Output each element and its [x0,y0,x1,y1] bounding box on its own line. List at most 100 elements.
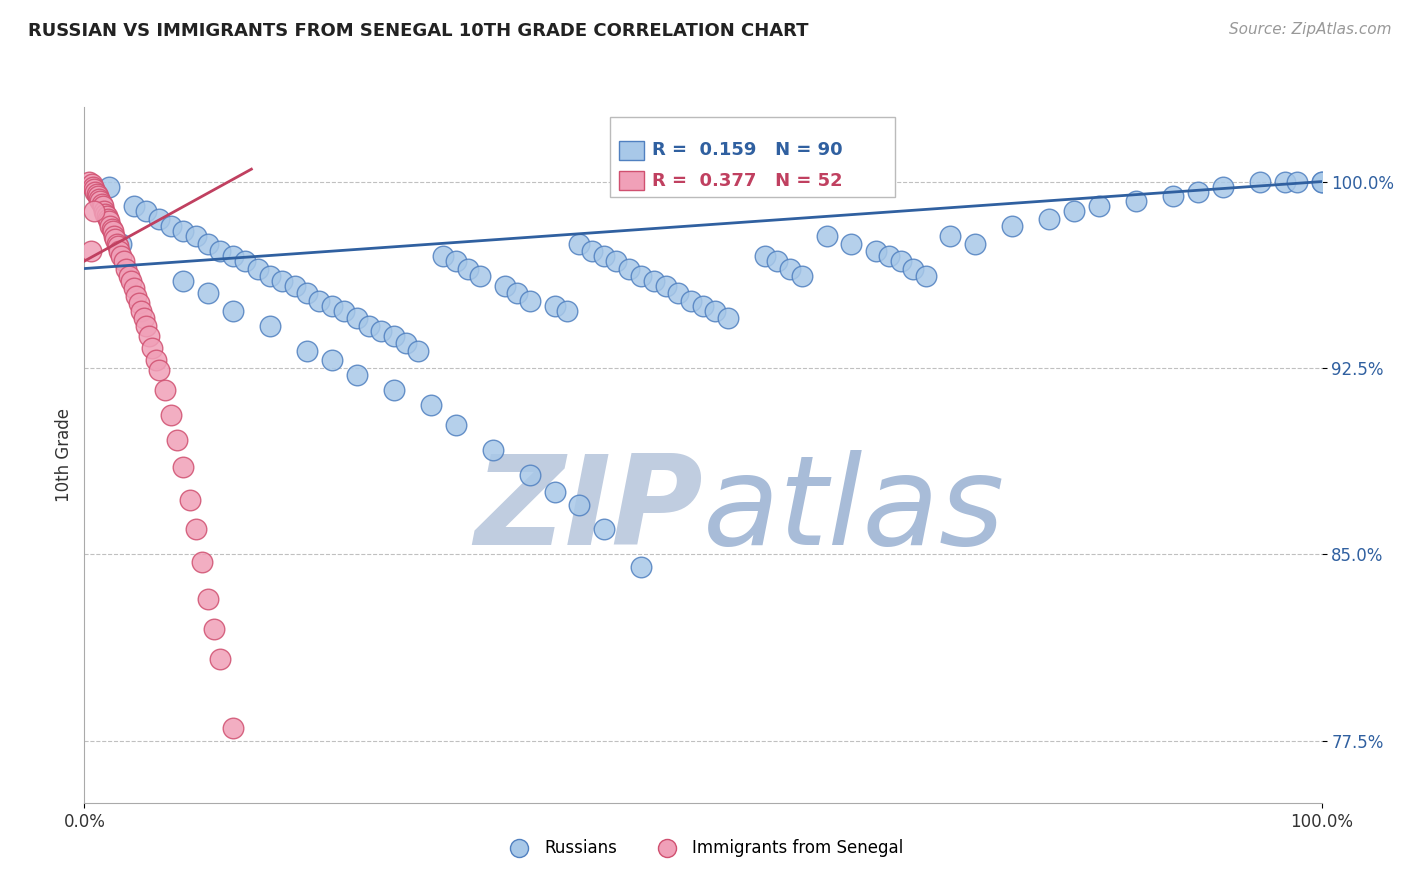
Point [432,249,454,263]
Point [115,261,138,276]
Point [555,303,578,318]
Point [382,384,405,398]
Point [519,293,541,308]
Point [145,353,167,368]
Point [105,236,128,251]
Point [790,268,813,283]
Point [1274,175,1296,189]
Point [184,523,207,537]
Point [160,408,183,422]
Point [135,204,157,219]
Point [568,236,591,251]
Point [259,268,281,283]
Point [96,210,118,224]
Point [90,197,112,211]
Point [82,179,104,194]
Point [209,244,232,259]
Point [79,175,101,189]
Point [233,254,256,268]
Point [408,343,430,358]
Point [815,229,838,244]
Point [692,299,714,313]
Point [346,368,368,383]
Point [295,343,318,358]
Point [284,279,307,293]
Point [1001,219,1024,234]
Text: ZIP: ZIP [474,450,703,571]
Point [197,236,219,251]
Point [419,398,441,412]
Point [160,219,183,234]
Point [132,311,155,326]
Point [679,293,702,308]
Point [153,384,176,398]
Point [98,214,121,228]
Point [1310,175,1333,189]
Point [543,485,565,500]
Point [754,249,776,263]
Point [1125,194,1147,209]
Text: R =  0.377   N = 52: R = 0.377 N = 52 [652,171,844,189]
Point [643,274,665,288]
Point [104,232,127,246]
Point [494,279,516,293]
Point [79,244,101,259]
Point [965,236,987,251]
Point [98,179,121,194]
Point [86,187,108,202]
Point [128,296,150,310]
Point [370,324,392,338]
Point [444,418,467,433]
Point [308,293,330,308]
Point [1088,199,1111,213]
Point [593,249,616,263]
Point [172,460,194,475]
Point [346,311,368,326]
Point [295,286,318,301]
Point [110,249,132,263]
Point [94,207,117,221]
Point [122,281,145,295]
Point [125,289,148,303]
Text: atlas: atlas [703,450,1005,571]
Point [457,261,479,276]
Point [148,211,170,226]
Point [84,185,107,199]
Point [877,249,900,263]
Point [101,224,124,238]
Point [717,311,740,326]
Point [222,249,245,263]
Point [1212,179,1234,194]
Point [191,555,214,569]
Point [1187,185,1209,199]
Point [666,286,689,301]
Point [246,261,269,276]
Text: RUSSIAN VS IMMIGRANTS FROM SENEGAL 10TH GRADE CORRELATION CHART: RUSSIAN VS IMMIGRANTS FROM SENEGAL 10TH … [28,22,808,40]
Point [841,236,863,251]
Point [166,433,188,447]
Point [222,303,245,318]
Text: Source: ZipAtlas.com: Source: ZipAtlas.com [1229,22,1392,37]
Point [97,211,120,226]
Point [470,268,492,283]
Point [107,239,129,253]
Point [1249,175,1271,189]
Point [197,286,219,301]
Point [83,182,105,196]
Y-axis label: 10th Grade: 10th Grade [55,408,73,502]
Point [605,254,627,268]
Text: R =  0.159   N = 90: R = 0.159 N = 90 [652,142,844,160]
Point [209,651,232,665]
Point [581,244,603,259]
Point [630,559,652,574]
Point [519,467,541,482]
Point [135,318,157,333]
Point [1038,211,1060,226]
Point [148,363,170,377]
Point [382,328,405,343]
Point [179,492,201,507]
Point [138,328,160,343]
Point [93,204,115,219]
Point [197,592,219,607]
Point [890,254,912,268]
